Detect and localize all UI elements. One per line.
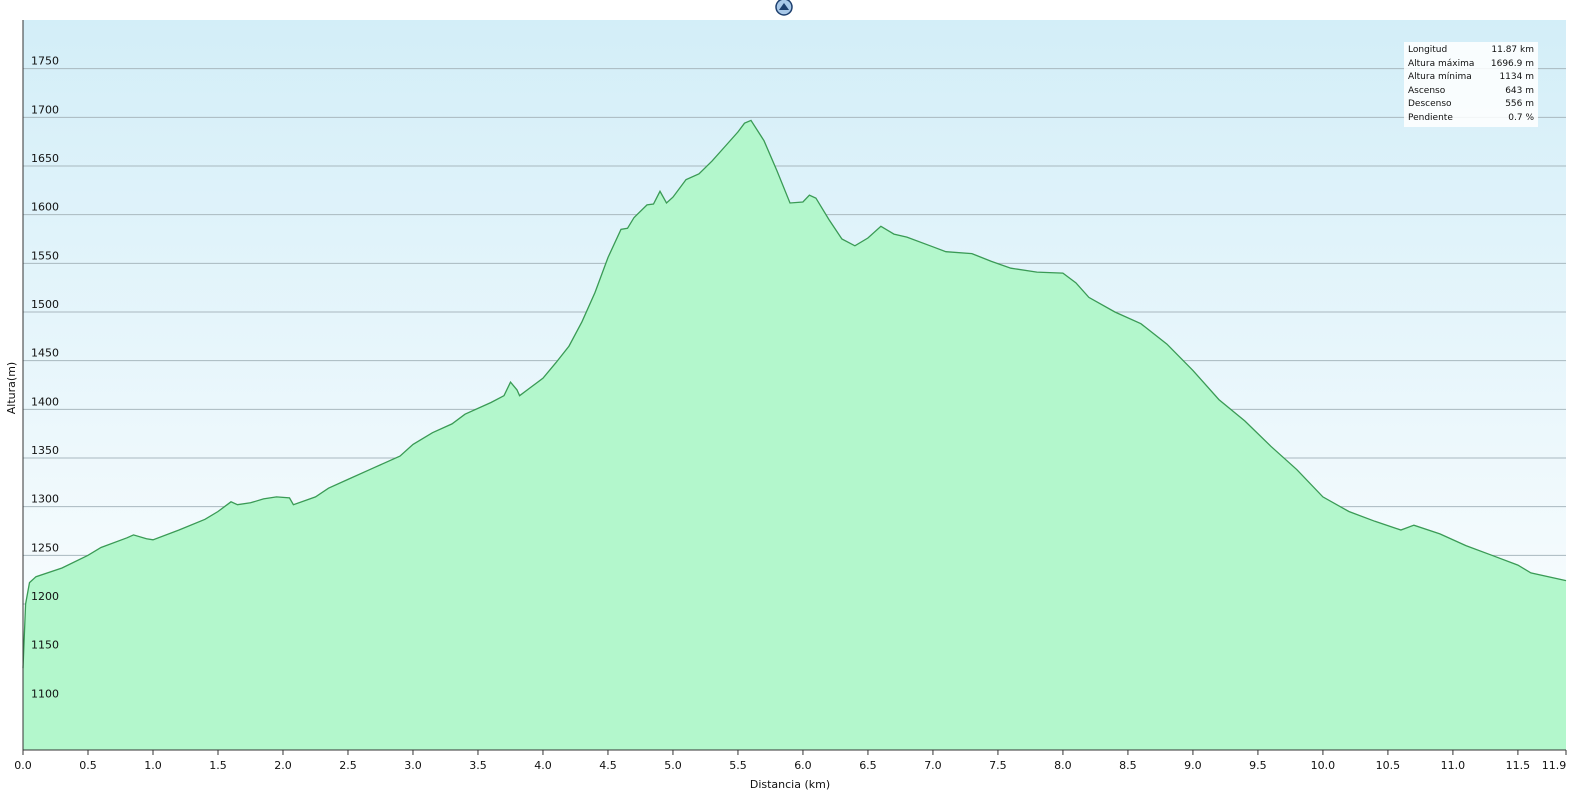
x-tick-label: 2.5 <box>339 759 357 772</box>
x-tick-label: 0.5 <box>79 759 97 772</box>
x-tick-label: 6.5 <box>859 759 877 772</box>
stat-label: Ascenso <box>1408 85 1446 96</box>
stat-row: Altura mínima 1134 m <box>1408 71 1534 85</box>
stat-label: Altura máxima <box>1408 58 1475 69</box>
x-tick-label: 7.0 <box>924 759 942 772</box>
collapse-button[interactable] <box>775 0 793 16</box>
stat-row: Altura máxima 1696.9 m <box>1408 58 1534 72</box>
x-tick-label: 2.0 <box>274 759 292 772</box>
y-axis-label: Altura(m) <box>5 362 18 414</box>
y-tick-label: 1200 <box>31 590 59 603</box>
x-tick-label: 11.0 <box>1441 759 1466 772</box>
x-tick-label: 5.0 <box>664 759 682 772</box>
y-tick-label: 1600 <box>31 201 59 214</box>
y-tick-label: 1100 <box>31 687 59 700</box>
x-tick-label: 9.0 <box>1184 759 1202 772</box>
x-tick-label: 8.5 <box>1119 759 1137 772</box>
x-tick-label: 9.5 <box>1249 759 1267 772</box>
x-tick-label: 10.5 <box>1376 759 1401 772</box>
x-tick-label: 1.5 <box>209 759 227 772</box>
y-tick-label: 1150 <box>31 639 59 652</box>
stat-value: 556 m <box>1505 99 1534 109</box>
y-tick-label: 1500 <box>31 298 59 311</box>
stat-row: Descenso 556 m <box>1408 98 1534 112</box>
stat-label: Pendiente <box>1408 112 1453 123</box>
elevation-line <box>22 119 1567 669</box>
stat-label: Altura mínima <box>1408 72 1472 82</box>
x-tick-label: 8.0 <box>1054 759 1072 772</box>
stat-row: Pendiente 0.7 % <box>1408 112 1534 126</box>
y-tick-label: 1350 <box>31 444 59 457</box>
stat-label: Descenso <box>1408 99 1452 109</box>
y-tick-label: 1650 <box>31 152 59 165</box>
stat-row: Ascenso 643 m <box>1408 85 1534 99</box>
x-tick-label: 3.0 <box>404 759 422 772</box>
stat-value: 1134 m <box>1499 72 1534 82</box>
stat-value: 643 m <box>1505 85 1534 96</box>
stats-panel: Longitud 11.87 km Altura máxima 1696.9 m Alt… <box>1404 42 1538 127</box>
x-tick-label: 4.0 <box>534 759 552 772</box>
x-tick-label: 7.5 <box>989 759 1007 772</box>
elevation-area <box>23 120 1566 750</box>
y-tick-label: 1550 <box>31 249 59 262</box>
stat-value: 1696.9 m <box>1490 58 1534 69</box>
y-tick-label: 1400 <box>31 395 59 408</box>
y-tick-label: 1250 <box>31 541 59 554</box>
stat-row: Longitud 11.87 km <box>1408 44 1534 58</box>
stat-value: 0.7 % <box>1508 112 1534 123</box>
stat-label: Longitud <box>1408 45 1448 55</box>
x-tick-label: 6.0 <box>794 759 812 772</box>
x-tick-label: 3.5 <box>469 759 487 772</box>
x-tick-label: 11.9 <box>1542 759 1567 772</box>
y-tick-label: 1750 <box>31 55 59 68</box>
x-tick-label: 5.5 <box>729 759 747 772</box>
y-tick-label: 1700 <box>31 103 59 116</box>
x-axis-label: Distancia (km) <box>750 778 830 791</box>
x-tick-label: 4.5 <box>599 759 617 772</box>
x-tick-label: 1.0 <box>144 759 162 772</box>
y-tick-label: 1450 <box>31 347 59 360</box>
x-tick-label: 11.5 <box>1506 759 1531 772</box>
x-tick-label: 0.0 <box>14 759 32 772</box>
stat-value: 11.87 km <box>1491 45 1534 55</box>
y-tick-label: 1300 <box>31 493 59 506</box>
x-tick-label: 10.0 <box>1311 759 1336 772</box>
